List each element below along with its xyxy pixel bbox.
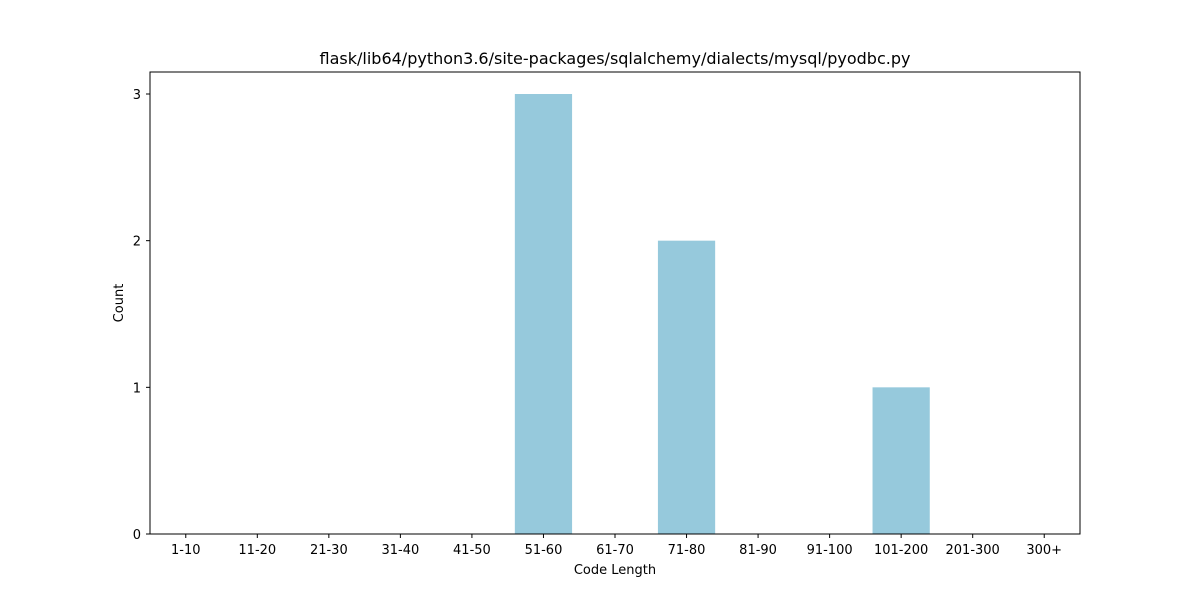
y-tick-label: 0 xyxy=(133,528,141,543)
x-tick-label: 41-50 xyxy=(453,543,491,558)
y-axis: 0 1 2 3 xyxy=(133,88,150,543)
x-axis: 1-10 11-20 21-30 31-40 41-50 51-60 61-70 71-80 8… xyxy=(171,534,1062,558)
x-tick-label: 81-90 xyxy=(739,543,777,558)
x-tick-label: 61-70 xyxy=(596,543,634,558)
x-tick-label: 21-30 xyxy=(310,543,348,558)
x-tick-label: 51-60 xyxy=(525,543,563,558)
bars-group xyxy=(514,94,930,534)
bar-51-60 xyxy=(514,94,573,534)
bar-71-80 xyxy=(657,240,716,534)
y-tick-label: 3 xyxy=(133,88,141,103)
bar-101-200 xyxy=(872,387,930,534)
x-tick-label: 1-10 xyxy=(171,543,201,558)
x-tick-label: 71-80 xyxy=(668,543,706,558)
y-axis-label: Count xyxy=(112,284,127,323)
x-tick-label: 201-300 xyxy=(946,543,1000,558)
x-tick-label: 300+ xyxy=(1026,543,1062,558)
x-tick-label: 31-40 xyxy=(381,543,419,558)
chart-title: flask/lib64/python3.6/site-packages/sqla… xyxy=(320,49,911,68)
y-tick-label: 1 xyxy=(133,381,141,396)
plot-area-frame xyxy=(149,71,1081,535)
x-tick-label: 11-20 xyxy=(238,543,276,558)
x-axis-label: Code Length xyxy=(574,563,656,578)
x-tick-label: 101-200 xyxy=(874,543,928,558)
y-tick-label: 2 xyxy=(133,235,141,250)
x-tick-label: 91-100 xyxy=(807,543,853,558)
